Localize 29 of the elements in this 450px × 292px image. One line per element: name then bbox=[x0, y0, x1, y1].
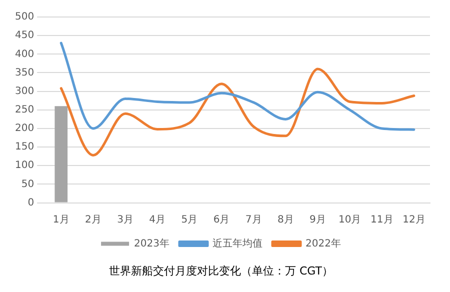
x-tick-label: 7月 bbox=[245, 214, 262, 226]
x-tick-label: 10月 bbox=[338, 214, 362, 226]
x-tick-label: 9月 bbox=[310, 214, 326, 226]
x-tick-label: 2月 bbox=[85, 214, 102, 226]
text: 世界新船交付月度对比变化（单位：万 CGT） bbox=[108, 264, 334, 278]
x-tick-label: 12月 bbox=[402, 214, 426, 226]
x-tick-label: 1月 bbox=[52, 214, 70, 226]
legend-label: 近五年均值 bbox=[212, 237, 262, 250]
y-tick-label: 300 bbox=[14, 86, 34, 97]
x-tick-label: 5月 bbox=[181, 214, 198, 226]
y-tick-label: 200 bbox=[14, 123, 34, 134]
x-tick-label: 8月 bbox=[277, 214, 294, 226]
legend-label: 2022年 bbox=[306, 237, 341, 250]
line-series bbox=[60, 68, 416, 156]
y-tick-label: 250 bbox=[14, 104, 34, 116]
y-tick-label: 400 bbox=[14, 48, 34, 60]
legend-label: 2023年 bbox=[134, 237, 170, 250]
y-tick-label: 350 bbox=[14, 67, 34, 78]
y-tick-label: 50 bbox=[21, 178, 34, 190]
y-tick-label: 150 bbox=[14, 142, 34, 153]
x-tick-label: 6月 bbox=[213, 214, 230, 226]
y-tick-label: 0 bbox=[28, 197, 34, 208]
x-tick-label: 4月 bbox=[149, 214, 166, 226]
y-tick-label: 500 bbox=[14, 12, 34, 23]
x-tick-label: 11月 bbox=[370, 214, 394, 226]
line-series bbox=[60, 42, 416, 131]
y-tick-label: 100 bbox=[14, 160, 34, 172]
y-tick-label: 450 bbox=[14, 30, 34, 42]
x-tick-label: 3月 bbox=[117, 214, 134, 226]
